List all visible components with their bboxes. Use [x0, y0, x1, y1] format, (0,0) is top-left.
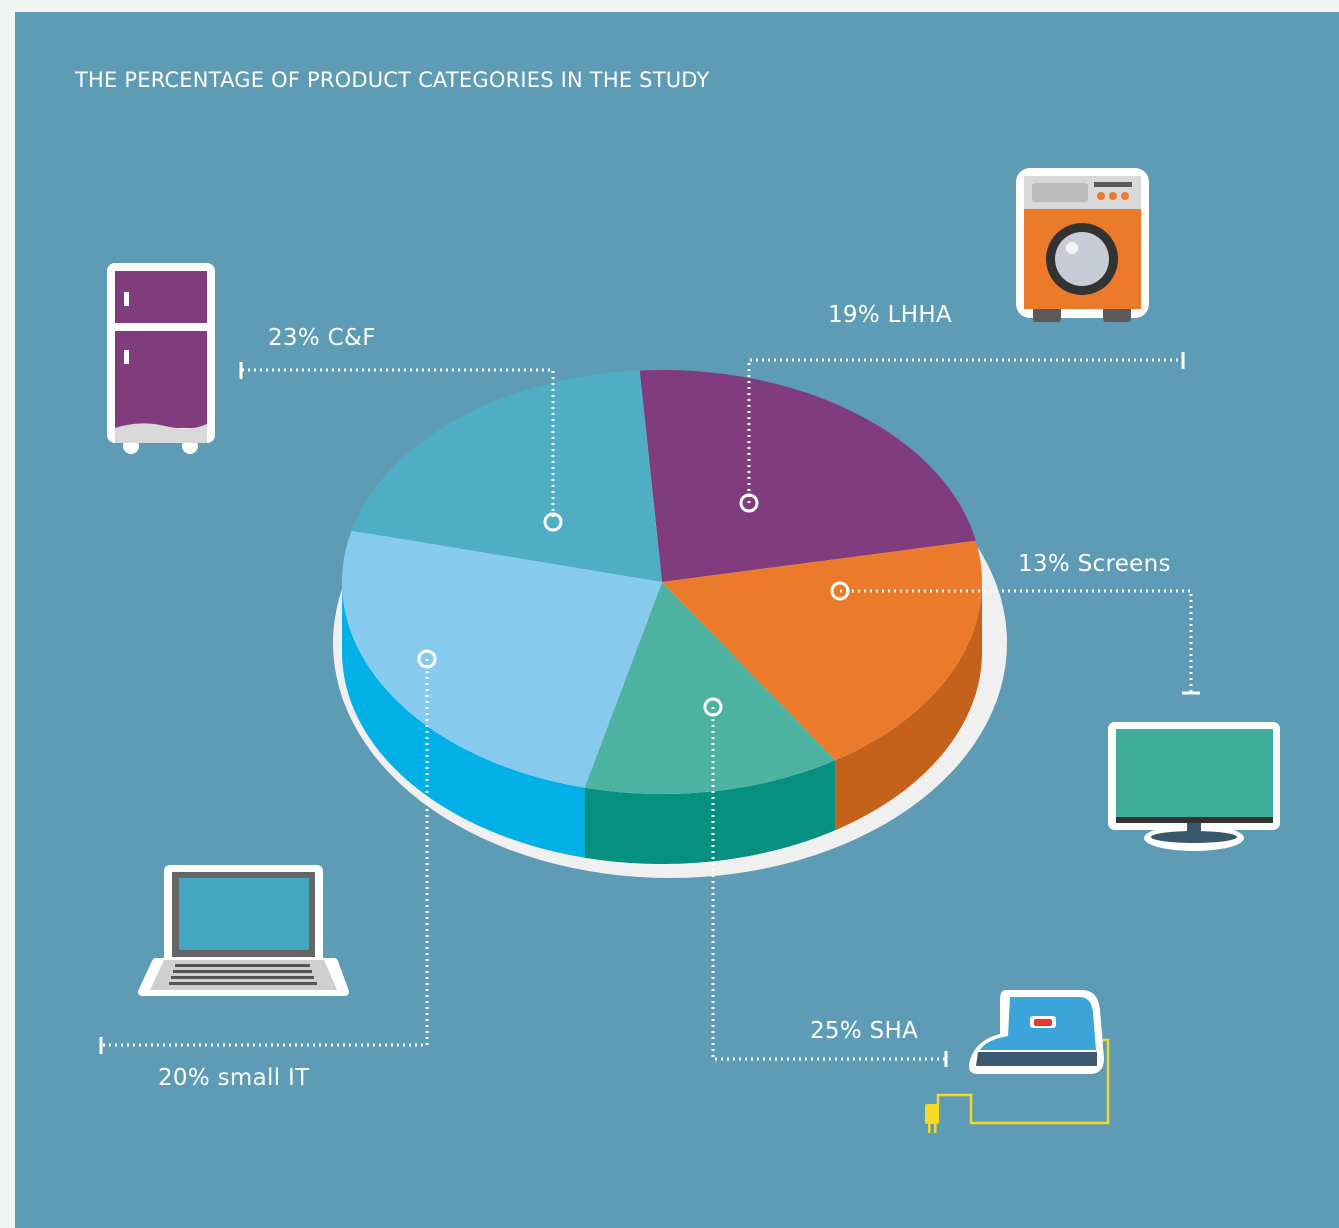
- anchor-smallit: [417, 649, 437, 669]
- pie-side-screens: [584, 760, 836, 864]
- laptop-icon: [138, 865, 349, 996]
- pie-slice-screens: [584, 582, 836, 794]
- monitor-icon: [1108, 722, 1280, 851]
- label-cf: 23% C&F: [268, 325, 376, 351]
- leader-line-cf: [242, 368, 555, 521]
- label-screens: 13% Screens: [1018, 551, 1171, 577]
- anchor-cf: [543, 512, 563, 532]
- leader-lines: [102, 358, 1193, 1061]
- pie-slice-sha: [341, 530, 662, 788]
- iron-icon: [925, 990, 1110, 1133]
- label-lhha: 19% LHHA: [828, 302, 952, 328]
- pie-slice-lhha: [662, 540, 982, 761]
- washing-machine-icon: [1016, 168, 1149, 322]
- leader-anchors: [417, 493, 850, 717]
- pie-slice-cf: [639, 369, 976, 582]
- leader-end-ticks: [99, 352, 1200, 1067]
- pie-sides: [342, 582, 982, 864]
- leader-line-smallit: [102, 659, 429, 1047]
- anchor-screens: [830, 581, 850, 601]
- label-smallit: 20% small IT: [158, 1065, 310, 1091]
- pie-top: [341, 369, 982, 794]
- leader-line-lhha: [747, 358, 1183, 503]
- anchor-sha: [703, 697, 723, 717]
- label-sha: 25% SHA: [810, 1018, 918, 1044]
- fridge-icon: [107, 263, 215, 454]
- anchor-lhha: [739, 493, 759, 513]
- pie-side-lhha: [835, 582, 982, 831]
- pie-slice-smallit: [351, 370, 662, 582]
- pie-side-sha: [342, 585, 585, 858]
- chart-title: THE PERCENTAGE OF PRODUCT CATEGORIES IN …: [75, 68, 710, 92]
